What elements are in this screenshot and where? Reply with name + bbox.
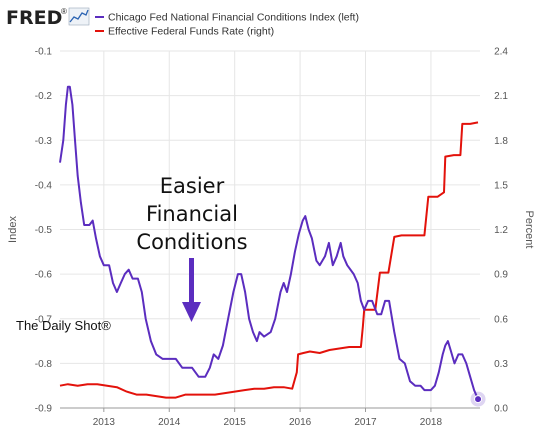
left-tick-label: -0.9: [35, 404, 53, 415]
x-tick-label: 2014: [158, 417, 181, 428]
left-tick-label: -0.2: [35, 91, 53, 102]
left-tick-label: -0.5: [35, 225, 53, 236]
grid: [60, 50, 480, 409]
right-tick-label: 1.8: [494, 136, 508, 147]
fred-logo-text: FRED: [6, 7, 62, 29]
annotation-line-1: Easier: [160, 174, 225, 198]
right-tick-label: 0.6: [494, 314, 508, 325]
legend-label: Effective Federal Funds Rate (right): [108, 26, 274, 38]
right-tick-label: 2.1: [494, 91, 508, 102]
series-line-fed-funds-rate: [59, 121, 479, 399]
right-tick-label: 0.3: [494, 359, 508, 370]
left-tick-label: -0.4: [35, 180, 53, 191]
legend-label: Chicago Fed National Financial Condition…: [108, 12, 359, 24]
axes: -0.1 -0.2 -0.3 -0.4 -0.5 -0.6 -0.7 -0.8 -0.9 2.4 2…: [7, 47, 535, 429]
annotation: Easier Financial Conditions: [136, 174, 248, 322]
left-tick-label: -0.6: [35, 270, 53, 281]
legend: Chicago Fed National Financial Condition…: [95, 12, 359, 38]
left-axis-title: Index: [7, 216, 19, 243]
right-tick-label: 1.5: [494, 180, 508, 191]
right-tick-label: 0.0: [494, 404, 508, 415]
left-tick-label: -0.1: [35, 47, 53, 58]
fred-logo-chart-icon: [68, 7, 90, 26]
x-tick-label: 2013: [93, 417, 116, 428]
right-tick-label: 2.4: [494, 47, 508, 58]
fred-logo-registered: ®: [61, 7, 67, 16]
x-tick-label: 2018: [420, 417, 443, 428]
left-tick-label: -0.8: [35, 359, 53, 370]
x-tick-label: 2016: [289, 417, 312, 428]
right-tick-label: 0.9: [494, 270, 508, 281]
left-tick-label: -0.7: [35, 314, 53, 325]
right-axis-title: Percent: [523, 211, 535, 249]
left-tick-label: -0.3: [35, 136, 53, 147]
series-layer: [59, 85, 486, 407]
x-tick-label: 2015: [224, 417, 247, 428]
series-end-marker: [474, 395, 483, 404]
watermark: The Daily Shot®: [16, 318, 111, 333]
series-line-financial-conditions-index: [59, 85, 479, 400]
fred-logo: FRED ®: [6, 7, 90, 29]
right-tick-label: 1.2: [494, 225, 508, 236]
annotation-arrow: [182, 258, 201, 322]
annotation-line-3: Conditions: [136, 230, 247, 254]
annotation-line-2: Financial: [146, 202, 238, 226]
x-tick-label: 2017: [354, 417, 377, 428]
